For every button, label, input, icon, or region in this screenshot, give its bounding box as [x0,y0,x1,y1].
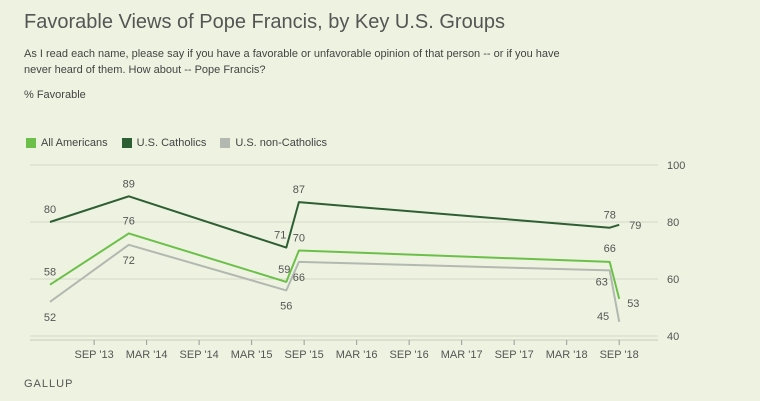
series-line-1 [49,195,620,249]
data-label: 56 [280,300,292,312]
data-label: 66 [604,243,616,255]
legend-swatch [220,138,231,148]
data-label: 58 [44,267,56,279]
data-label: 66 [293,272,305,284]
data-label: 87 [293,184,305,196]
data-label: 59 [278,264,290,276]
legend-item-us-non-catholics: U.S. non-Catholics [220,137,327,149]
data-label: 45 [597,311,609,323]
legend-label: U.S. Catholics [136,137,207,149]
chart-subtitle: As I read each name, please say if you h… [24,48,560,76]
data-label: 70 [293,233,305,245]
x-tick-label: SEP '15 [285,349,324,361]
legend-swatch [26,138,36,148]
data-label: 52 [44,312,56,324]
chart-title: Favorable Views of Pope Francis, by Key … [24,11,505,33]
data-label: 89 [123,178,135,190]
data-label: 53 [627,298,639,310]
x-tick-label: MAR '16 [336,349,378,361]
x-tick-label: SEP '16 [390,349,429,361]
unit-label: % Favorable [24,89,86,101]
y-tick-label: 100 [667,160,685,172]
x-tick-label: MAR '18 [546,349,588,361]
data-label: 78 [604,210,616,222]
y-tick-label: 40 [667,331,679,343]
data-label: 80 [44,204,56,216]
y-tick-label: 80 [667,217,679,229]
x-tick-label: SEP '14 [180,349,219,361]
data-label: 72 [123,255,135,267]
legend-item-us-catholics: U.S. Catholics [121,137,207,149]
legend-item-all-americans: All Americans [26,137,108,149]
data-label: 63 [596,276,608,288]
legend-swatch [121,138,132,148]
legend-label: U.S. non-Catholics [235,137,328,149]
x-tick-label: SEP '18 [600,349,639,361]
series-line-2 [49,243,621,322]
legend-label: All Americans [41,137,108,149]
data-label: 79 [629,220,641,232]
data-label: 71 [274,230,286,242]
y-tick-label: 60 [667,274,679,286]
source-label: GALLUP [24,378,74,390]
legend: All Americans U.S. Catholics U.S. non-Ca… [26,137,327,149]
x-tick-label: MAR '14 [126,349,168,361]
x-tick-label: SEP '17 [495,349,534,361]
x-tick-label: MAR '15 [231,349,273,361]
x-tick-label: MAR '17 [441,349,483,361]
data-label: 76 [123,215,135,227]
x-tick-label: SEP '13 [74,349,113,361]
series-line-0 [49,232,621,300]
